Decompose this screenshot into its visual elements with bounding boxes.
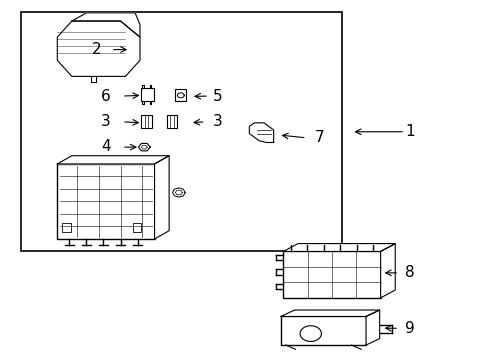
Text: 3: 3: [101, 113, 111, 129]
Text: 2: 2: [91, 42, 101, 57]
Text: 7: 7: [314, 130, 324, 145]
Polygon shape: [138, 143, 150, 151]
Bar: [141, 114, 152, 128]
Bar: [62, 223, 71, 232]
Bar: [77, 44, 106, 59]
Text: 4: 4: [101, 139, 110, 154]
Polygon shape: [172, 188, 185, 197]
Bar: [21, 12, 341, 251]
Text: 6: 6: [101, 89, 111, 104]
Text: 3: 3: [212, 113, 222, 129]
Polygon shape: [57, 21, 140, 76]
Bar: [57, 164, 154, 239]
Polygon shape: [72, 13, 140, 37]
Text: 8: 8: [404, 265, 414, 280]
Bar: [166, 114, 177, 128]
Polygon shape: [154, 156, 169, 239]
Bar: [175, 89, 186, 101]
Text: 5: 5: [212, 89, 222, 104]
Polygon shape: [380, 244, 394, 298]
Bar: [283, 251, 380, 298]
Polygon shape: [281, 310, 379, 316]
Polygon shape: [366, 310, 379, 345]
Bar: [281, 316, 366, 345]
Polygon shape: [300, 326, 321, 341]
Polygon shape: [249, 123, 273, 143]
Text: 1: 1: [404, 124, 414, 139]
Bar: [141, 88, 153, 102]
Polygon shape: [57, 156, 169, 164]
Polygon shape: [283, 244, 394, 251]
Bar: [132, 223, 141, 232]
Text: 9: 9: [404, 321, 414, 336]
